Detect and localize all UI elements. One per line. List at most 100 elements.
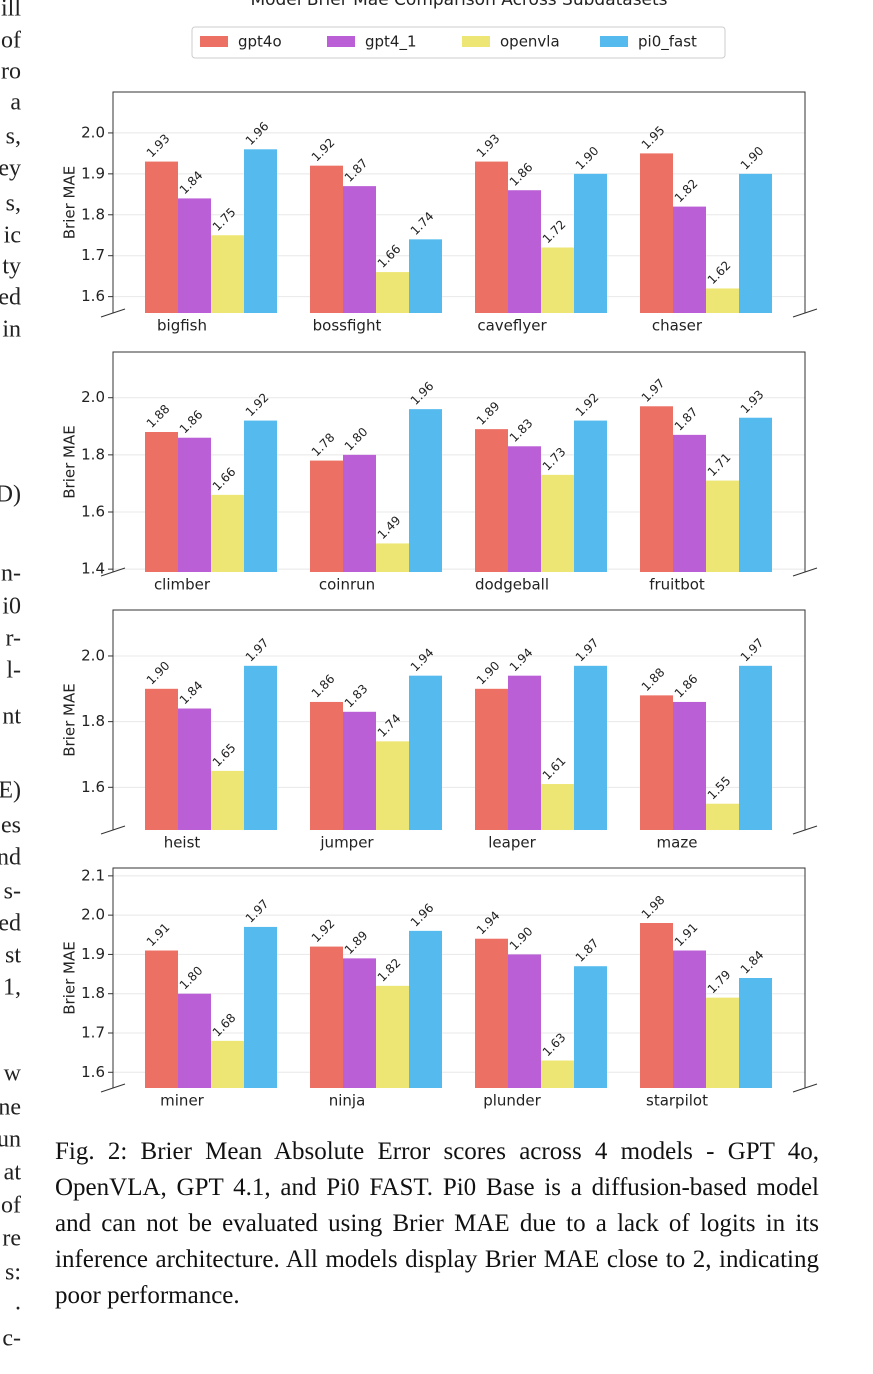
value-label: 1.74	[408, 209, 437, 238]
bar	[145, 688, 178, 830]
bar	[409, 675, 442, 830]
value-label: 1.86	[309, 672, 338, 701]
value-label: 1.82	[375, 956, 404, 985]
bar	[541, 474, 574, 572]
text-fragment: re	[2, 1226, 21, 1252]
bar	[475, 429, 508, 572]
value-label: 1.96	[243, 119, 272, 148]
y-tick-label: 1.4	[81, 560, 105, 578]
bar	[178, 993, 211, 1088]
value-label: 1.90	[738, 144, 767, 173]
value-label: 1.82	[672, 176, 701, 205]
value-label: 1.95	[639, 123, 668, 152]
x-tick-label: fruitbot	[649, 576, 705, 594]
figure: Model Brier Mae Comparison Across Subdat…	[61, 0, 818, 1110]
x-tick-label: heist	[164, 834, 201, 852]
axes-frame	[112, 609, 806, 830]
value-label: 1.93	[738, 388, 767, 417]
bar	[409, 239, 442, 313]
bar	[574, 420, 607, 572]
y-tick-label: 1.6	[81, 503, 105, 521]
text-fragment: s:	[5, 1260, 21, 1286]
bar	[376, 543, 409, 572]
y-axis-label: Brier MAE	[61, 683, 79, 756]
value-label: 1.79	[705, 967, 734, 996]
value-label: 1.55	[705, 774, 734, 803]
y-tick-label: 2.0	[81, 123, 105, 141]
legend-swatch	[327, 36, 355, 47]
bar	[178, 198, 211, 313]
bar	[706, 803, 739, 830]
bar	[673, 434, 706, 572]
bar	[376, 741, 409, 830]
legend-swatch	[462, 36, 490, 47]
axes-frame	[112, 867, 806, 1088]
value-label: 1.84	[177, 168, 206, 197]
legend-swatch	[600, 36, 628, 47]
x-tick-label: jumper	[319, 834, 374, 852]
bar	[310, 460, 343, 572]
x-tick-label: climber	[154, 576, 211, 594]
bar	[706, 997, 739, 1088]
x-tick-label: dodgeball	[475, 576, 549, 594]
x-tick-label: bigfish	[157, 317, 207, 335]
x-tick-label: leaper	[488, 834, 536, 852]
bar	[739, 173, 772, 313]
value-label: 1.84	[177, 678, 206, 707]
value-label: 1.90	[507, 924, 536, 953]
value-label: 1.89	[474, 399, 503, 428]
value-label: 1.89	[342, 928, 371, 957]
x-tick-label: ninja	[329, 1092, 366, 1110]
y-tick-label: 1.8	[81, 712, 105, 730]
y-tick-label: 1.9	[81, 164, 105, 182]
value-label: 1.86	[177, 408, 206, 437]
text-fragment: .	[15, 1290, 21, 1316]
axes-frame	[112, 351, 806, 572]
value-label: 1.86	[507, 160, 536, 189]
bar	[310, 165, 343, 313]
value-label: 1.80	[177, 964, 206, 993]
axis-break	[100, 825, 126, 835]
caption: Fig. 2: Brier Mean Absolute Error scores…	[55, 1138, 819, 1309]
bar	[178, 708, 211, 830]
value-label: 1.93	[474, 131, 503, 160]
bar	[673, 701, 706, 830]
bar	[574, 665, 607, 830]
bar	[673, 950, 706, 1088]
axis-break	[100, 567, 126, 577]
legend-label: pi0_fast	[638, 33, 697, 52]
value-label: 1.92	[573, 390, 602, 419]
x-tick-label: maze	[657, 834, 698, 852]
value-label: 1.97	[738, 636, 767, 665]
y-tick-label: 2.0	[81, 388, 105, 406]
value-label: 1.84	[738, 948, 767, 977]
axes-frame	[112, 91, 806, 313]
value-label: 1.62	[705, 258, 734, 287]
value-label: 1.65	[210, 741, 239, 770]
bar	[310, 946, 343, 1088]
value-label: 1.88	[144, 402, 173, 431]
value-label: 1.80	[342, 425, 371, 454]
bar	[145, 161, 178, 313]
text-fragment: at	[4, 1160, 22, 1186]
bar	[640, 153, 673, 313]
y-tick-label: 1.6	[81, 1063, 105, 1081]
value-label: 1.94	[408, 645, 437, 674]
y-tick-label: 1.8	[81, 205, 105, 223]
bar	[508, 446, 541, 572]
bar	[706, 480, 739, 572]
bar	[244, 149, 277, 313]
text-fragment: c-	[2, 1326, 21, 1352]
value-label: 1.74	[375, 711, 404, 740]
value-label: 1.97	[639, 376, 668, 405]
y-tick-label: 1.7	[81, 246, 105, 264]
y-tick-label: 1.6	[81, 287, 105, 305]
axis-break	[792, 825, 818, 835]
bar	[508, 675, 541, 830]
axis-break	[100, 308, 126, 318]
value-label: 1.94	[507, 645, 536, 674]
y-tick-label: 2.0	[81, 906, 105, 924]
value-label: 1.66	[375, 242, 404, 271]
legend-label: openvla	[500, 33, 560, 51]
value-label: 1.88	[639, 665, 668, 694]
